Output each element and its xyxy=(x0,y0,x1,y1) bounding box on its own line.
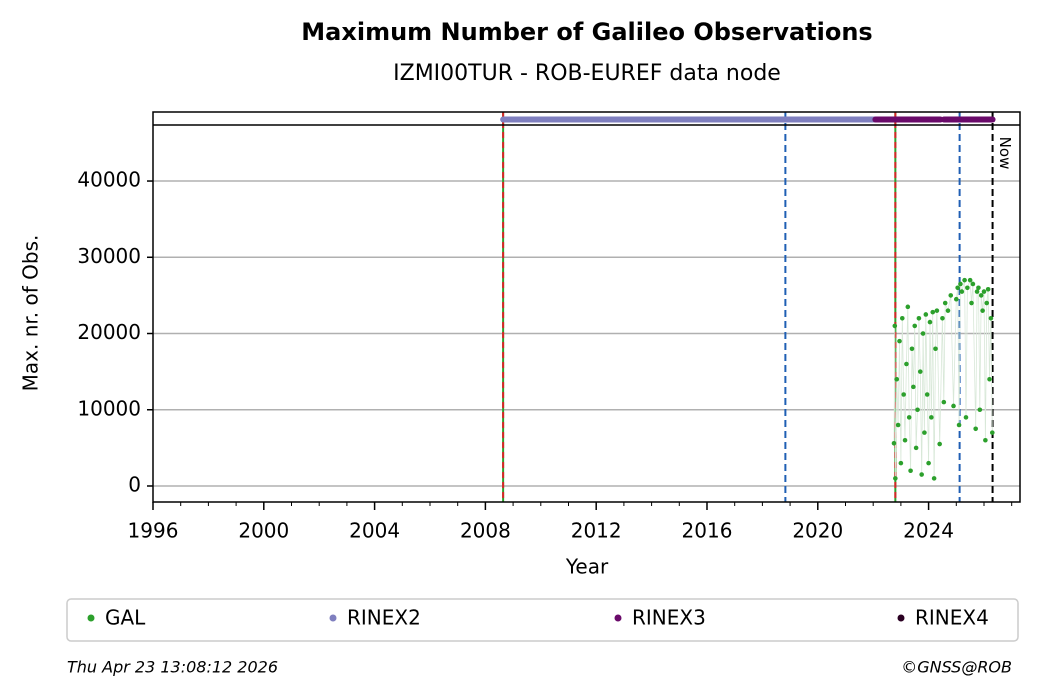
data-point xyxy=(969,300,974,306)
data-point xyxy=(934,308,940,313)
footer-date: Thu Apr 23 13:08:12 2026 xyxy=(67,658,278,677)
legend-marker xyxy=(87,614,95,622)
data-point xyxy=(948,293,954,298)
data-point xyxy=(895,422,901,428)
y-tick-label: 40000 xyxy=(77,168,141,192)
data-point xyxy=(990,430,995,435)
y-tick-label: 0 xyxy=(128,472,141,496)
data-point xyxy=(909,346,915,352)
data-point xyxy=(958,281,963,287)
data-point xyxy=(945,308,951,313)
series-line xyxy=(893,279,993,479)
data-point xyxy=(902,437,908,443)
data-point xyxy=(977,407,983,413)
legend-box xyxy=(66,598,1019,642)
chart-subtitle: IZMI00TUR - ROB-EUREF data node xyxy=(393,61,781,86)
data-point xyxy=(953,296,959,302)
data-point xyxy=(976,285,981,291)
data-point xyxy=(923,312,929,317)
data-point xyxy=(962,277,967,283)
data-point xyxy=(959,289,965,294)
data-point xyxy=(919,472,924,477)
data-point xyxy=(984,300,990,306)
legend-marker xyxy=(614,614,622,622)
data-point xyxy=(898,460,904,466)
data-point xyxy=(922,430,927,435)
data-point xyxy=(933,346,938,352)
annotation: Now xyxy=(996,137,1014,170)
x-tick-label: 2024 xyxy=(903,519,954,543)
x-tick-label: 2020 xyxy=(792,519,843,543)
data-point xyxy=(927,319,933,325)
data-point xyxy=(929,415,934,420)
data-point xyxy=(924,392,930,397)
legend-marker xyxy=(329,614,337,622)
y-tick-label: 10000 xyxy=(77,396,141,420)
data-point xyxy=(891,440,897,446)
x-tick-label: 2008 xyxy=(460,519,511,543)
data-point xyxy=(906,415,912,420)
data-point xyxy=(956,422,962,428)
data-point xyxy=(951,403,956,409)
x-tick-label: 1996 xyxy=(128,519,179,543)
x-tick-label: 2012 xyxy=(571,519,622,543)
data-point xyxy=(916,315,922,321)
data-point xyxy=(920,331,926,336)
data-point xyxy=(931,476,937,481)
data-point xyxy=(894,376,900,382)
data-point xyxy=(892,323,898,329)
data-point xyxy=(893,476,898,481)
data-point xyxy=(980,308,985,313)
x-tick-label: 2000 xyxy=(238,519,289,543)
data-point xyxy=(973,426,978,432)
data-point xyxy=(915,407,920,413)
x-axis-label: Year xyxy=(565,555,609,579)
data-point xyxy=(926,460,931,466)
legend-label: RINEX2 xyxy=(347,606,421,630)
legend-marker xyxy=(897,614,905,622)
data-point xyxy=(901,392,906,397)
y-axis-label: Max. nr. of Obs. xyxy=(19,235,43,392)
data-point xyxy=(908,468,913,474)
data-point xyxy=(985,286,991,292)
data-point xyxy=(904,361,909,367)
data-point xyxy=(955,285,960,291)
data-point xyxy=(899,315,905,321)
data-point xyxy=(937,441,942,447)
legend-label: RINEX4 xyxy=(915,606,989,630)
data-point xyxy=(911,384,916,390)
footer-credit: ©GNSS@ROB xyxy=(901,658,1012,677)
data-point xyxy=(930,309,936,315)
data-point xyxy=(981,289,987,294)
data-point xyxy=(967,277,973,283)
data-point xyxy=(988,315,994,321)
x-tick-label: 2016 xyxy=(682,519,733,543)
data-point xyxy=(941,399,947,405)
data-point xyxy=(917,369,923,374)
data-point xyxy=(897,338,902,344)
data-point xyxy=(970,281,976,287)
data-point xyxy=(978,293,984,298)
legend-label: GAL xyxy=(105,606,146,630)
data-point xyxy=(987,376,992,382)
y-tick-label: 20000 xyxy=(77,320,141,344)
y-tick-label: 30000 xyxy=(77,244,141,268)
data-point xyxy=(983,437,988,443)
data-point xyxy=(912,323,918,329)
data-point xyxy=(963,415,969,420)
data-point xyxy=(974,289,980,294)
data-point xyxy=(940,315,945,321)
legend-label: RINEX3 xyxy=(632,606,706,630)
data-point xyxy=(942,300,948,306)
chart-title: Maximum Number of Galileo Observations xyxy=(301,18,872,46)
data-point xyxy=(913,445,919,451)
data-point xyxy=(905,304,911,310)
data-point xyxy=(965,285,970,291)
plot-frame xyxy=(152,111,1021,503)
x-tick-label: 2004 xyxy=(349,519,400,543)
